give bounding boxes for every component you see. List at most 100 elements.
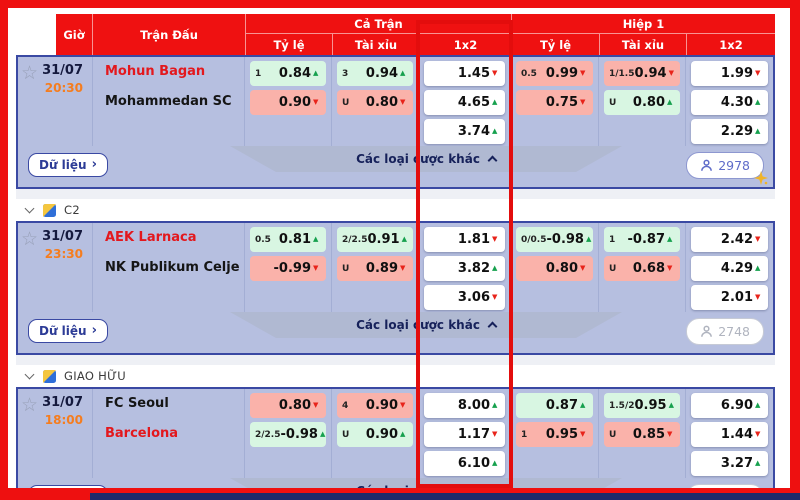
away-team-name: Barcelona	[105, 425, 179, 441]
header-half-odds: Tỷ lệ	[512, 34, 600, 55]
half-1x2-column: 2.42 4.29 2.01	[686, 223, 773, 312]
match-footer-row: Dữ liệu Các loại cược khác 2748	[18, 312, 773, 353]
league-icon	[43, 203, 56, 217]
handicap-odds-cell[interactable]: 0/0.5 -0.98	[516, 227, 593, 252]
time-cell: ☆ 31/07 20:30	[18, 57, 93, 146]
favorite-star-icon[interactable]: ☆	[21, 228, 39, 250]
1x2-odds-cell[interactable]: 6.10	[424, 451, 505, 476]
person-icon	[701, 325, 713, 337]
trend-arrow-icon	[492, 402, 501, 409]
more-bets-button[interactable]: Các loại cược khác	[230, 146, 622, 172]
1x2-odds-cell[interactable]: 3.82	[424, 256, 505, 281]
favorite-star-icon[interactable]: ☆	[21, 62, 39, 84]
frame-top	[0, 0, 800, 8]
trend-arrow-icon	[492, 99, 501, 106]
over-under-odds-cell[interactable]: 1 -0.87	[604, 227, 680, 252]
handicap-odds-cell[interactable]: 0.5 0.81	[250, 227, 326, 252]
over-under-odds-cell[interactable]: U 0.89	[337, 256, 413, 281]
handicap-odds-cell[interactable]: -0.99	[250, 256, 326, 281]
handicap-odds-cell[interactable]: 1 0.84	[250, 61, 326, 86]
full-over-under-column: 4 0.90 U 0.90	[332, 389, 419, 478]
1x2-odds-cell[interactable]: 2.01	[691, 285, 768, 310]
handicap-odds-cell[interactable]: 0.87	[516, 393, 593, 418]
1x2-odds-cell[interactable]: 1.44	[691, 422, 768, 447]
odds-table: Giờ Trận Đấu Cả Trận Hiệp 1 Tỷ lệ Tài xỉ…	[16, 14, 775, 500]
trend-arrow-icon	[492, 236, 501, 243]
over-under-odds-cell[interactable]: 1/1.5 0.94	[604, 61, 680, 86]
chevron-down-icon[interactable]	[24, 203, 35, 214]
league-section-header[interactable]: GIAO HỮU	[16, 365, 775, 387]
chevron-down-icon[interactable]	[24, 369, 35, 380]
handicap-odds-cell[interactable]: 0.80	[516, 256, 593, 281]
1x2-odds-cell[interactable]: 1.45	[424, 61, 505, 86]
1x2-odds-cell[interactable]: 4.30	[691, 90, 768, 115]
over-under-odds-cell[interactable]: U 0.85	[604, 422, 680, 447]
league-section-header[interactable]: C2	[16, 199, 775, 221]
trend-arrow-icon	[580, 99, 589, 106]
header-time: Giờ	[56, 14, 93, 55]
sparkle-icon	[754, 171, 768, 185]
header-match: Trận Đấu	[93, 14, 246, 55]
viewers-badge[interactable]: 2748	[686, 318, 764, 345]
handicap-odds-cell[interactable]: 0.5 0.99	[516, 61, 593, 86]
trend-arrow-icon	[400, 431, 409, 438]
match-block: ☆ 31/07 20:30 Mohun Bagan Mohammedan SC …	[16, 55, 775, 189]
trend-arrow-icon	[755, 265, 764, 272]
more-bets-button[interactable]: Các loại cược khác	[230, 312, 622, 338]
over-under-odds-cell[interactable]: 1.5/2 0.95	[604, 393, 680, 418]
over-under-odds-cell[interactable]: U 0.68	[604, 256, 680, 281]
handicap-odds-cell[interactable]: 2/2.5 -0.98	[250, 422, 326, 447]
1x2-odds-cell[interactable]: 1.99	[691, 61, 768, 86]
half-handicap-column: 0.5 0.99 0.75	[511, 57, 599, 146]
header-full-time: Cả Trận	[246, 14, 512, 34]
1x2-odds-cell[interactable]: 8.00	[424, 393, 505, 418]
1x2-odds-cell[interactable]: 1.81	[424, 227, 505, 252]
time-cell: ☆ 31/07 18:00	[18, 389, 93, 478]
frame-left	[0, 0, 8, 500]
home-team-name: Mohun Bagan	[105, 64, 206, 79]
trend-arrow-icon	[580, 431, 589, 438]
home-team-name: FC Seoul	[105, 396, 169, 411]
full-1x2-column: 1.81 3.82 3.06	[419, 223, 511, 312]
trend-arrow-icon	[755, 99, 764, 106]
handicap-odds-cell[interactable]: 1 0.95	[516, 422, 593, 447]
data-button[interactable]: Dữ liệu	[28, 319, 108, 343]
teams-cell[interactable]: Mohun Bagan Mohammedan SC	[93, 57, 245, 146]
data-button[interactable]: Dữ liệu	[28, 153, 108, 177]
1x2-odds-cell[interactable]: 6.90	[691, 393, 768, 418]
viewers-badge[interactable]: 2978	[686, 152, 768, 185]
1x2-odds-cell[interactable]: 4.29	[691, 256, 768, 281]
1x2-odds-cell[interactable]: 2.29	[691, 119, 768, 144]
trend-arrow-icon	[755, 431, 764, 438]
trend-arrow-icon	[669, 70, 676, 77]
over-under-odds-cell[interactable]: U 0.90	[337, 422, 413, 447]
over-under-odds-cell[interactable]: U 0.80	[337, 90, 413, 115]
full-handicap-column: 0.5 0.81 -0.99	[245, 223, 332, 312]
over-under-odds-cell[interactable]: 2/2.5 0.91	[337, 227, 413, 252]
teams-cell[interactable]: AEK Larnaca NK Publikum Celje	[93, 223, 245, 312]
trend-arrow-icon	[400, 265, 409, 272]
trend-arrow-icon	[755, 460, 764, 467]
handicap-odds-cell[interactable]: 0.75	[516, 90, 593, 115]
1x2-odds-cell[interactable]: 4.65	[424, 90, 505, 115]
handicap-odds-cell[interactable]: 0.80	[250, 393, 326, 418]
half-1x2-column: 1.99 4.30 2.29	[686, 57, 773, 146]
1x2-odds-cell[interactable]: 3.06	[424, 285, 505, 310]
chevron-up-icon	[487, 322, 497, 332]
full-over-under-column: 2/2.5 0.91 U 0.89	[332, 223, 419, 312]
teams-cell[interactable]: FC Seoul Barcelona	[93, 389, 245, 478]
over-under-odds-cell[interactable]: 3 0.94	[337, 61, 413, 86]
1x2-odds-cell[interactable]: 2.42	[691, 227, 768, 252]
favorite-star-icon[interactable]: ☆	[21, 394, 39, 416]
trend-arrow-icon	[580, 402, 589, 409]
match-time: 20:30	[44, 81, 83, 95]
table-header: Giờ Trận Đấu Cả Trận Hiệp 1 Tỷ lệ Tài xỉ…	[16, 14, 775, 55]
over-under-odds-cell[interactable]: U 0.80	[604, 90, 680, 115]
1x2-odds-cell[interactable]: 3.27	[691, 451, 768, 476]
1x2-odds-cell[interactable]: 3.74	[424, 119, 505, 144]
trend-arrow-icon	[755, 294, 764, 301]
handicap-odds-cell[interactable]: 0.90	[250, 90, 326, 115]
1x2-odds-cell[interactable]: 1.17	[424, 422, 505, 447]
over-under-odds-cell[interactable]: 4 0.90	[337, 393, 413, 418]
